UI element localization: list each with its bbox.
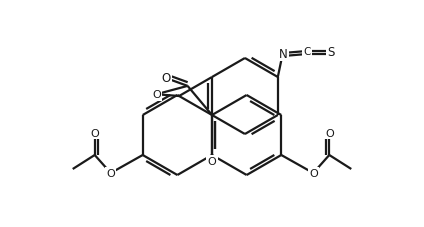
Text: O: O <box>106 168 115 178</box>
Text: S: S <box>327 45 335 58</box>
Text: O: O <box>325 128 334 138</box>
Text: O: O <box>161 72 170 85</box>
Text: N: N <box>279 47 287 60</box>
Text: O: O <box>152 90 161 100</box>
Text: O: O <box>208 156 216 166</box>
Text: O: O <box>309 168 318 178</box>
Text: C: C <box>303 47 310 57</box>
Text: O: O <box>90 128 99 138</box>
